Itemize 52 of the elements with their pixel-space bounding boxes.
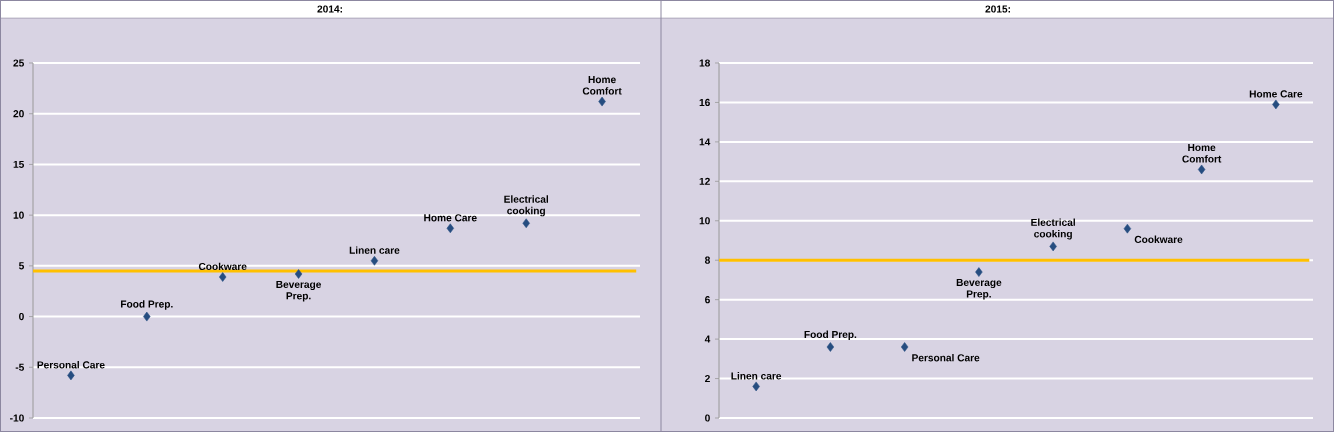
- series-label: Food Prep.: [121, 300, 173, 310]
- y-tick-label: -10: [10, 414, 24, 422]
- point: [143, 311, 151, 322]
- series-label: Electrical cooking: [1031, 218, 1075, 240]
- y-tick-label: 18: [699, 59, 710, 67]
- y-tick-label: 6: [705, 296, 710, 304]
- point: [1272, 99, 1280, 110]
- point: [1197, 164, 1206, 175]
- series-label: Electrical cooking: [504, 195, 548, 217]
- series-label: Food Prep.: [804, 330, 857, 341]
- series-label: Home Comfort: [1182, 144, 1222, 163]
- point: [1123, 223, 1132, 234]
- point: [900, 342, 909, 352]
- y-tick-label: -5: [15, 363, 25, 371]
- series-label: Linen care: [349, 246, 400, 254]
- point: [370, 255, 379, 266]
- series-label: Personal Care: [912, 353, 980, 362]
- series-label: Beverage Prep.: [956, 278, 1002, 300]
- y-tick-label: 4: [704, 335, 711, 343]
- y-tick-label: 5: [18, 262, 25, 270]
- series-label: Home Care: [424, 214, 477, 222]
- series-label: Cookware: [1134, 235, 1183, 244]
- y-tick-label: 16: [699, 98, 710, 107]
- y-tick-label: 10: [699, 217, 710, 225]
- y-tick-label: 0: [705, 414, 710, 422]
- y-tick-label: 25: [13, 59, 25, 67]
- series-label: Linen care: [731, 372, 782, 380]
- point: [294, 269, 303, 279]
- point: [1049, 241, 1057, 252]
- y-tick-label: 14: [699, 138, 711, 146]
- y-tick-label: 2: [705, 375, 710, 383]
- y-tick-label: 0: [19, 312, 24, 321]
- chart-title: 2014:: [317, 5, 342, 13]
- series-label: Home Comfort: [582, 76, 622, 95]
- point: [522, 218, 530, 229]
- series-label: Home Care: [1249, 90, 1303, 98]
- chart-title: 2015:: [985, 5, 1010, 13]
- y-tick-label: 8: [704, 256, 710, 264]
- point: [446, 223, 454, 234]
- point: [752, 381, 760, 392]
- point: [826, 342, 835, 352]
- y-tick-label: 12: [699, 177, 710, 185]
- y-tick-label: 10: [13, 211, 24, 219]
- series-label: Cookware: [198, 262, 247, 271]
- point: [219, 272, 227, 282]
- y-tick-label: 20: [13, 110, 24, 118]
- y-tick-label: 15: [13, 160, 25, 168]
- point: [975, 267, 983, 277]
- point: [598, 96, 606, 107]
- series-label: Beverage Prep.: [276, 280, 322, 302]
- series-label: Personal Care: [37, 361, 105, 369]
- point: [67, 370, 75, 381]
